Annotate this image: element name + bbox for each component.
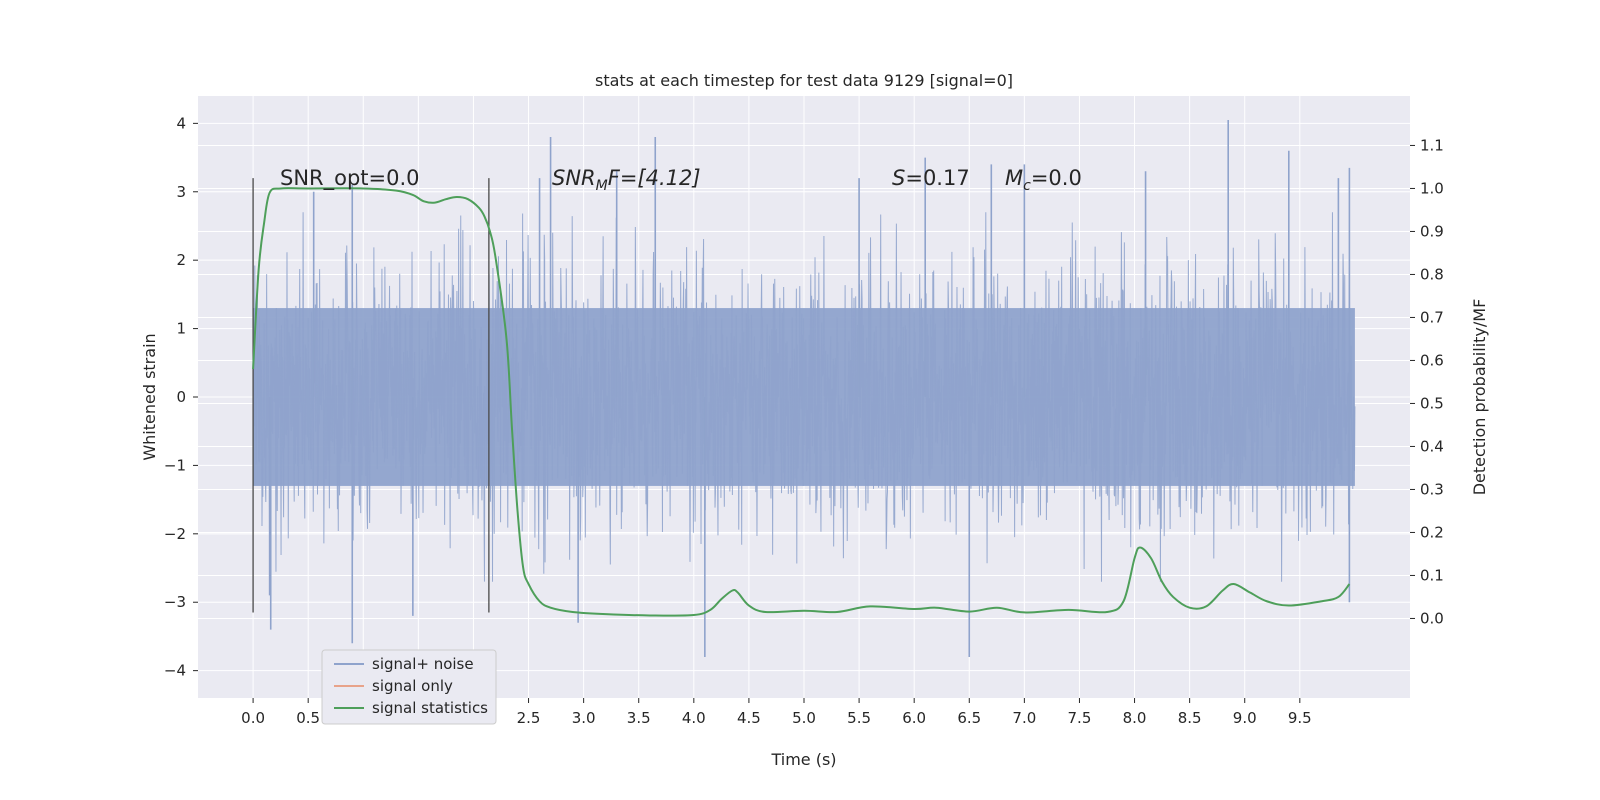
x-tick-label: 7.0: [1012, 709, 1036, 727]
mc-subscript: c: [1023, 178, 1031, 194]
y-right-tick-label: 0.7: [1420, 308, 1444, 326]
annotations: SNR_opt=0.0 SNRMF=[4.12] S=0.17 Mc=0.0: [280, 166, 1082, 194]
signal-statistics-series: [252, 187, 1351, 617]
signal-statistics-line: [252, 187, 1351, 617]
mc-value: =0.0: [1031, 166, 1082, 190]
y-axis-right-label: Detection probability/MF: [1470, 299, 1489, 496]
x-tick-label: 3.5: [627, 709, 651, 727]
legend: signal+ noise signal only signal statist…: [321, 649, 497, 725]
y-right-tick-label: 1.0: [1420, 179, 1444, 197]
chart-title: stats at each timestep for test data 912…: [595, 71, 1013, 90]
y-right-tick-label: 0.5: [1420, 394, 1444, 412]
s-value: =0.17: [905, 166, 969, 190]
s-symbol: S: [892, 166, 905, 190]
x-tick-label: 5.5: [847, 709, 871, 727]
y-right-tick-label: 0.8: [1420, 265, 1444, 283]
x-tick-label: 6.5: [957, 709, 981, 727]
snr-mf-value: F=[4.12]: [608, 166, 701, 190]
vertical-markers: [252, 178, 490, 613]
y-right-tick-label: 0.9: [1420, 222, 1444, 240]
y-right-tick-label: 0.6: [1420, 351, 1444, 369]
mc-symbol: M: [1005, 166, 1023, 190]
y-axis-label: Whitened strain: [140, 333, 159, 460]
y-tick-label: 3: [176, 183, 186, 201]
snr-mf-subscript: M: [596, 178, 608, 194]
signal-noise-series: [252, 119, 1356, 657]
y-right-tick-label: 0.1: [1420, 566, 1444, 584]
y-tick-label: 0: [176, 388, 186, 406]
noise-trace: [252, 212, 1356, 582]
y-tick-label: 1: [176, 320, 186, 338]
x-tick-label: 5.0: [792, 709, 816, 727]
y-tick-label: −4: [164, 662, 186, 680]
mc-annotation: Mc=0.0: [1005, 166, 1082, 194]
y-right-tick-label: 0.4: [1420, 437, 1444, 455]
x-tick-label: 6.0: [902, 709, 926, 727]
y-tick-label: −2: [164, 525, 186, 543]
x-tick-label: 8.0: [1123, 709, 1147, 727]
y-tick-label: −3: [164, 593, 186, 611]
legend-label-signal-only: signal only: [372, 677, 453, 695]
legend-label-signal-noise: signal+ noise: [372, 655, 474, 673]
x-tick-label: 4.5: [737, 709, 761, 727]
x-tick-label: 7.5: [1068, 709, 1092, 727]
y-tick-label: 4: [176, 114, 186, 132]
x-tick-label: 9.0: [1233, 709, 1257, 727]
x-tick-label: 2.5: [517, 709, 541, 727]
x-tick-label: 9.5: [1288, 709, 1312, 727]
legend-label-signal-statistics: signal statistics: [372, 699, 488, 717]
snr-mf-annotation: SNRMF=[4.12]: [552, 166, 701, 194]
y-tick-label: −1: [164, 456, 186, 474]
x-tick-label: 0.0: [241, 709, 265, 727]
s-annotation: S=0.17: [892, 166, 970, 190]
snr-mf-symbol: SNR: [552, 166, 596, 190]
y-right-tick-label: 0.3: [1420, 480, 1444, 498]
y-right-tick-label: 0.2: [1420, 523, 1444, 541]
x-tick-label: 4.0: [682, 709, 706, 727]
y-tick-label: 2: [176, 251, 186, 269]
x-tick-label: 8.5: [1178, 709, 1202, 727]
y-right-tick-label: 0.0: [1420, 609, 1444, 627]
x-tick-label: 3.0: [572, 709, 596, 727]
y-right-tick-label: 1.1: [1420, 136, 1444, 154]
x-axis-label: Time (s): [770, 750, 836, 769]
snr-opt-annotation: SNR_opt=0.0: [280, 166, 420, 191]
legend-box: [321, 649, 497, 725]
x-tick-label: 0.5: [296, 709, 320, 727]
